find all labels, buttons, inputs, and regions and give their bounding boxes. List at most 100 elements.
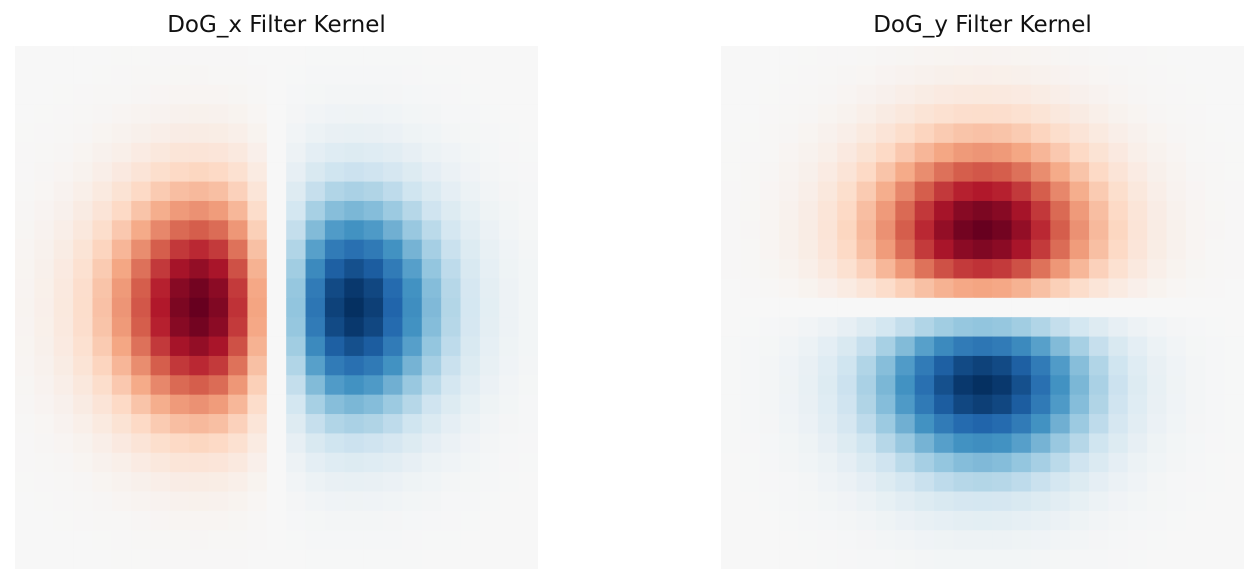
dog-x-cell [189,317,210,338]
dog-y-cell [992,510,1013,531]
dog-x-cell [15,46,35,66]
dog-y-cell [1030,375,1051,396]
dog-y-cell [721,549,741,569]
dog-x-cell [169,336,190,357]
dog-y-cell [798,355,819,376]
dog-x-cell [73,200,94,221]
dog-x-cell [363,549,384,569]
dog-x-cell [460,259,481,280]
dog-x-cell [189,414,210,435]
dog-y-cell [1224,336,1244,357]
dog-y-cell [1224,317,1244,338]
dog-y-cell [914,414,935,435]
dog-y-cell [1089,510,1110,531]
dog-y-cell [1030,84,1051,105]
dog-y-cell [856,491,877,512]
dog-x-cell [247,142,268,163]
dog-y-cell [740,65,761,86]
dog-x-cell [34,142,55,163]
dog-x-cell [208,84,229,105]
dog-y-cell [817,142,838,163]
dog-x-cell [92,200,113,221]
dog-y-cell [1030,220,1051,241]
dog-y-cell [875,162,896,183]
dog-x-cell [305,336,326,357]
dog-y-cell [837,104,858,125]
dog-x-cell [228,549,249,569]
dog-y-cell [1108,297,1129,318]
dog-x-cell [402,239,423,260]
dog-x-cell [499,104,520,125]
dog-x-cell [324,355,345,376]
dog-y-cell [837,278,858,299]
dog-x-cell [208,259,229,280]
dog-y-cell [856,336,877,357]
dog-y-cell [1224,414,1244,435]
dog-y-cell [1108,84,1129,105]
dog-y-cell [1108,317,1129,338]
dog-x-cell [460,46,481,66]
dog-y-cell [953,355,974,376]
dog-x-cell [518,433,538,454]
dog-y-cell [817,84,838,105]
dog-x-cell [169,549,190,569]
dog-x-cell [363,46,384,66]
dog-y-cell [1108,394,1129,415]
dog-x-cell [518,375,538,396]
dog-y-cell [1069,394,1090,415]
dog-y-cell [759,414,780,435]
dog-y-cell [1224,162,1244,183]
dog-y-cell [1108,162,1129,183]
dog-x-cell [150,46,171,66]
dog-x-cell [460,375,481,396]
dog-y-cell [914,142,935,163]
dog-x-cell [53,549,74,569]
dog-x-cell [266,355,287,376]
dog-y-cell [798,181,819,202]
dog-y-cell [837,181,858,202]
dog-y-cell [1108,452,1129,473]
dog-y-cell [798,530,819,551]
dog-y-cell [1011,123,1032,144]
dog-y-cell [721,46,741,66]
dog-x-cell [402,375,423,396]
dog-y-cell [1089,84,1110,105]
dog-x-cell [131,297,152,318]
dog-x-cell [499,355,520,376]
dog-x-cell [421,394,442,415]
dog-y-cell [740,336,761,357]
dog-y-cell [1108,355,1129,376]
dog-x-cell [73,181,94,202]
dog-y-cell [953,472,974,493]
dog-x-cell [92,375,113,396]
dog-x-cell [169,375,190,396]
dog-y-cell [779,491,800,512]
dog-x-cell [131,452,152,473]
dog-y-cell [875,181,896,202]
dog-y-cell [1147,375,1168,396]
dog-x-cell [92,65,113,86]
dog-x-cell [266,104,287,125]
dog-y-cell [779,472,800,493]
dog-x-cell [111,142,132,163]
dog-y-cell [721,123,741,144]
dog-y-cell [1147,433,1168,454]
dog-x-cell [34,433,55,454]
dog-x-cell [383,452,404,473]
dog-y-cell [1224,530,1244,551]
dog-x-cell [286,549,307,569]
dog-x-cell [479,375,500,396]
dog-y-cell [953,220,974,241]
dog-y-cell [1205,259,1226,280]
dog-y-cell [1147,65,1168,86]
dog-y-cell [1224,394,1244,415]
dog-y-cell [1205,452,1226,473]
dog-x-cell [34,375,55,396]
dog-y-cell [934,394,955,415]
dog-y-cell [914,355,935,376]
dog-x-cell [15,84,35,105]
dog-y-cell [740,317,761,338]
dog-x-cell [208,472,229,493]
dog-x-cell [131,336,152,357]
dog-y-cell [895,355,916,376]
